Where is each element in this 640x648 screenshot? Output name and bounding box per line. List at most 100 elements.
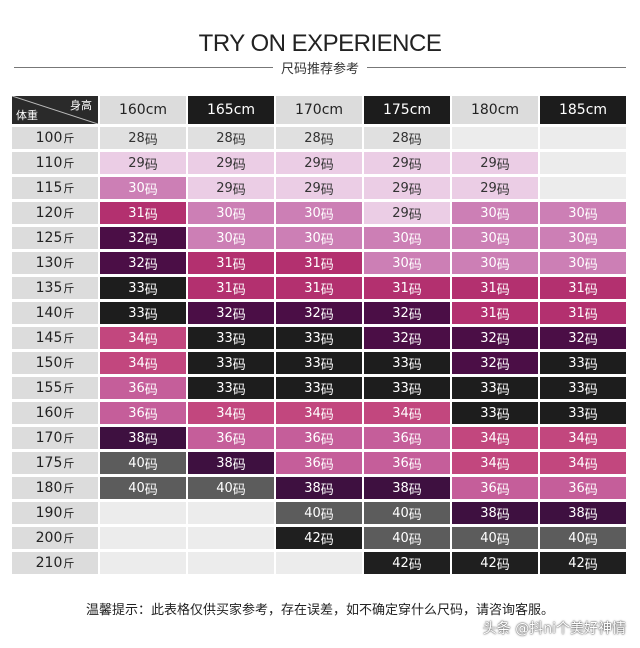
diagonal-line bbox=[12, 96, 98, 124]
size-cell: 30 码 bbox=[276, 202, 362, 224]
size-unit: 码 bbox=[320, 132, 334, 148]
size-value: 30 bbox=[480, 255, 497, 271]
size-unit: 码 bbox=[584, 307, 598, 323]
size-unit: 码 bbox=[144, 457, 158, 473]
size-value: 33 bbox=[128, 305, 145, 321]
size-value: 30 bbox=[568, 205, 585, 221]
weight-label: 160 斤 bbox=[12, 402, 98, 424]
empty-cell bbox=[100, 552, 186, 574]
corner-height-label: 身高 bbox=[70, 99, 92, 112]
weight-label: 110 斤 bbox=[12, 152, 98, 174]
size-value: 30 bbox=[216, 205, 233, 221]
size-value: 32 bbox=[128, 255, 145, 271]
size-unit: 码 bbox=[232, 432, 246, 448]
size-cell: 40 码 bbox=[452, 527, 538, 549]
size-unit: 码 bbox=[584, 357, 598, 373]
size-cell: 38 码 bbox=[276, 477, 362, 499]
size-unit: 码 bbox=[584, 407, 598, 423]
size-unit: 码 bbox=[144, 482, 158, 498]
empty-cell bbox=[100, 502, 186, 524]
size-cell: 34 码 bbox=[276, 402, 362, 424]
size-unit: 码 bbox=[496, 507, 510, 523]
size-value: 40 bbox=[216, 480, 233, 496]
weight-label: 190 斤 bbox=[12, 502, 98, 524]
size-cell: 29 码 bbox=[452, 177, 538, 199]
size-unit: 码 bbox=[584, 457, 598, 473]
size-value: 30 bbox=[480, 205, 497, 221]
size-cell: 28 码 bbox=[188, 127, 274, 149]
size-unit: 码 bbox=[144, 207, 158, 223]
size-cell: 31 码 bbox=[452, 302, 538, 324]
height-header: 170cm bbox=[276, 96, 362, 124]
size-value: 30 bbox=[480, 230, 497, 246]
size-unit: 码 bbox=[144, 307, 158, 323]
size-cell: 32 码 bbox=[100, 252, 186, 274]
size-cell: 31 码 bbox=[188, 277, 274, 299]
size-unit: 码 bbox=[408, 382, 422, 398]
height-header: 165cm bbox=[188, 96, 274, 124]
size-value: 33 bbox=[216, 355, 233, 371]
size-unit: 码 bbox=[144, 407, 158, 423]
size-unit: 码 bbox=[232, 382, 246, 398]
size-unit: 码 bbox=[408, 332, 422, 348]
size-value: 32 bbox=[568, 330, 585, 346]
size-unit: 码 bbox=[496, 457, 510, 473]
size-value: 36 bbox=[392, 430, 409, 446]
table-corner: 身高 体重 bbox=[12, 96, 98, 124]
weight-unit: 斤 bbox=[63, 157, 75, 170]
size-unit: 码 bbox=[232, 207, 246, 223]
size-value: 42 bbox=[304, 530, 321, 546]
weight-value: 175 bbox=[35, 455, 63, 471]
size-unit: 码 bbox=[320, 507, 334, 523]
size-value: 36 bbox=[128, 405, 145, 421]
size-cell: 34 码 bbox=[540, 452, 626, 474]
size-cell: 31 码 bbox=[364, 277, 450, 299]
size-unit: 码 bbox=[496, 407, 510, 423]
size-value: 28 bbox=[216, 130, 233, 146]
size-cell: 28 码 bbox=[276, 127, 362, 149]
weight-label: 115 斤 bbox=[12, 177, 98, 199]
weight-label: 155 斤 bbox=[12, 377, 98, 399]
size-value: 31 bbox=[128, 205, 145, 221]
empty-cell bbox=[188, 527, 274, 549]
size-unit: 码 bbox=[408, 557, 422, 573]
size-unit: 码 bbox=[496, 432, 510, 448]
weight-unit: 斤 bbox=[63, 482, 75, 495]
size-value: 30 bbox=[216, 230, 233, 246]
size-value: 28 bbox=[128, 130, 145, 146]
weight-unit: 斤 bbox=[63, 382, 75, 395]
size-unit: 码 bbox=[320, 157, 334, 173]
size-unit: 码 bbox=[232, 257, 246, 273]
size-cell: 34 码 bbox=[452, 427, 538, 449]
size-cell: 31 码 bbox=[540, 277, 626, 299]
size-value: 31 bbox=[216, 280, 233, 296]
size-unit: 码 bbox=[496, 207, 510, 223]
size-value: 33 bbox=[304, 355, 321, 371]
weight-label: 140 斤 bbox=[12, 302, 98, 324]
weight-value: 210 bbox=[35, 555, 63, 571]
size-table: 身高 体重 160cm 165cm 170cm 175cm 180cm 185cm 100 斤… bbox=[12, 96, 626, 574]
size-unit: 码 bbox=[144, 357, 158, 373]
size-value: 32 bbox=[128, 230, 145, 246]
size-cell: 36 码 bbox=[364, 427, 450, 449]
size-unit: 码 bbox=[408, 482, 422, 498]
size-unit: 码 bbox=[144, 432, 158, 448]
weight-unit: 斤 bbox=[63, 332, 75, 345]
size-cell: 33 码 bbox=[188, 327, 274, 349]
size-value: 29 bbox=[304, 180, 321, 196]
size-value: 36 bbox=[392, 455, 409, 471]
divider-right bbox=[367, 67, 626, 68]
size-cell: 32 码 bbox=[452, 327, 538, 349]
size-cell: 36 码 bbox=[100, 402, 186, 424]
weight-value: 125 bbox=[35, 230, 63, 246]
weight-value: 180 bbox=[35, 480, 63, 496]
weight-unit: 斤 bbox=[63, 307, 75, 320]
size-unit: 码 bbox=[408, 257, 422, 273]
size-unit: 码 bbox=[144, 132, 158, 148]
size-value: 38 bbox=[304, 480, 321, 496]
size-value: 36 bbox=[216, 430, 233, 446]
size-cell: 33 码 bbox=[540, 402, 626, 424]
size-cell: 38 码 bbox=[188, 452, 274, 474]
size-unit: 码 bbox=[584, 507, 598, 523]
size-unit: 码 bbox=[584, 207, 598, 223]
